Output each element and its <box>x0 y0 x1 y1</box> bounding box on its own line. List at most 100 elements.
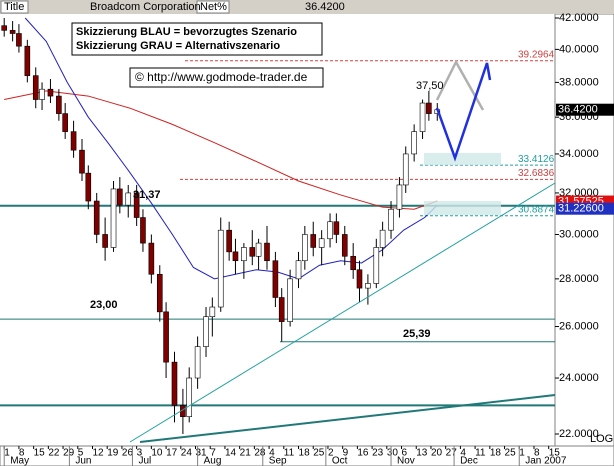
preferred-scenario <box>435 62 492 162</box>
candle-body <box>365 283 371 289</box>
plot <box>0 17 555 434</box>
candle-body <box>310 234 317 248</box>
candle-body <box>194 346 201 379</box>
copyright-box <box>129 67 324 88</box>
y-tick-label: 26.0000 <box>559 320 599 332</box>
x-tick-label: 29 <box>63 448 75 459</box>
annotation: 31,37 <box>133 189 161 201</box>
x-tick-label: 7 <box>210 448 216 459</box>
header-price: 36.4200 <box>305 1 345 13</box>
candle-body <box>333 221 340 235</box>
annotation: 23,00 <box>90 299 118 311</box>
x-tick-label: 20 <box>431 448 443 459</box>
candle-body <box>79 149 85 174</box>
x-tick-label: 18 <box>490 448 502 459</box>
x-tick-label: 15 <box>34 448 46 459</box>
candle-body <box>102 234 108 248</box>
candle-body <box>93 200 100 235</box>
candle-body <box>148 242 155 275</box>
header-bar <box>0 0 614 14</box>
candle-body <box>217 229 224 308</box>
zone <box>424 201 501 215</box>
annotation: 37,50 <box>416 80 444 92</box>
y-tick-label: 22.0000 <box>559 428 599 440</box>
candle-body <box>85 172 92 202</box>
candle-body <box>47 88 54 97</box>
candle-body <box>24 45 31 76</box>
x-tick-label: 24 <box>181 448 193 459</box>
level-label: 30.8874 <box>518 204 555 215</box>
x-tick-label: 1 <box>4 448 10 459</box>
candle-body <box>295 260 302 280</box>
candle-body <box>16 33 22 47</box>
x-tick-label: 11 <box>284 448 295 459</box>
x-tick-label: 11 <box>475 448 486 459</box>
candle-body <box>241 247 247 262</box>
header-name: Broadcom Corporation <box>90 1 201 13</box>
x-tick-label: 28 <box>254 448 266 459</box>
y-tick-label: 40.0000 <box>559 43 599 55</box>
level-label: 32.6836 <box>518 168 555 179</box>
y-tick-label: 34.0000 <box>559 148 599 160</box>
x-tick-label: 15 <box>549 448 561 459</box>
candle-body <box>396 184 403 210</box>
candle-body <box>163 311 169 363</box>
x-tick-label: 18 <box>299 448 311 459</box>
candle-body <box>388 208 394 231</box>
x-tick-label: 22 <box>48 448 60 459</box>
candle-body <box>232 251 239 262</box>
candle-body <box>356 269 363 289</box>
net-box[interactable] <box>196 0 230 14</box>
note: Skizzierung BLAU = bevorzugtes Szenario <box>76 26 297 38</box>
level-label: 33.4126 <box>518 154 555 165</box>
candle-body <box>133 192 140 218</box>
price-badge-label: 31.22600 <box>558 203 604 215</box>
x-tick-label: 23 <box>372 448 384 459</box>
bottom-axis-panel <box>0 445 614 466</box>
candle-body <box>278 297 285 322</box>
month-label: Jun <box>75 456 91 466</box>
zone <box>424 153 501 165</box>
y-tick-label: 38.0000 <box>559 76 599 88</box>
x-tick-label: 25 <box>505 448 517 459</box>
candle-body <box>402 153 409 186</box>
x-tick-label: 21 <box>240 448 252 459</box>
trend-line <box>129 182 556 443</box>
candle-body <box>186 377 193 417</box>
candle-body <box>249 247 256 257</box>
x-tick-label: 31 <box>196 448 208 459</box>
y-tick-label: 30.0000 <box>559 228 599 240</box>
right-axis-panel <box>554 13 614 466</box>
candle-body <box>226 229 232 253</box>
x-tick-label: 8 <box>534 448 540 459</box>
month-label: Nov <box>397 456 415 466</box>
x-tick-label: 1 <box>519 448 525 459</box>
month-label: Aug <box>204 456 222 466</box>
candle-body <box>318 238 325 248</box>
price-badge <box>556 103 614 116</box>
candle-body <box>272 260 279 298</box>
x-tick-label: 30 <box>387 448 399 459</box>
x-tick-label: 26 <box>122 448 134 459</box>
month-label: Sep <box>269 456 287 466</box>
candle-body <box>1 25 8 31</box>
trend-line <box>139 394 556 443</box>
candle-body <box>419 102 426 132</box>
candle-body <box>287 278 293 322</box>
copyright: © http://www.godmode-trader.de <box>135 70 308 84</box>
x-tick-label: 3 <box>137 448 143 459</box>
x-tick-label: 14 <box>225 448 237 459</box>
month-label: Jan 2007 <box>525 456 567 466</box>
candle-body <box>209 306 216 318</box>
header-title: Title <box>4 1 24 13</box>
candle-body <box>302 234 308 262</box>
candle-body <box>32 75 39 100</box>
candle-body <box>171 361 178 406</box>
title-box[interactable] <box>0 0 29 14</box>
candle-body <box>9 30 16 34</box>
x-tick-label: 4 <box>460 448 466 459</box>
note: Skizzierung GRAU = Alternativszenario <box>76 40 280 52</box>
alternative-scenario <box>435 59 485 111</box>
